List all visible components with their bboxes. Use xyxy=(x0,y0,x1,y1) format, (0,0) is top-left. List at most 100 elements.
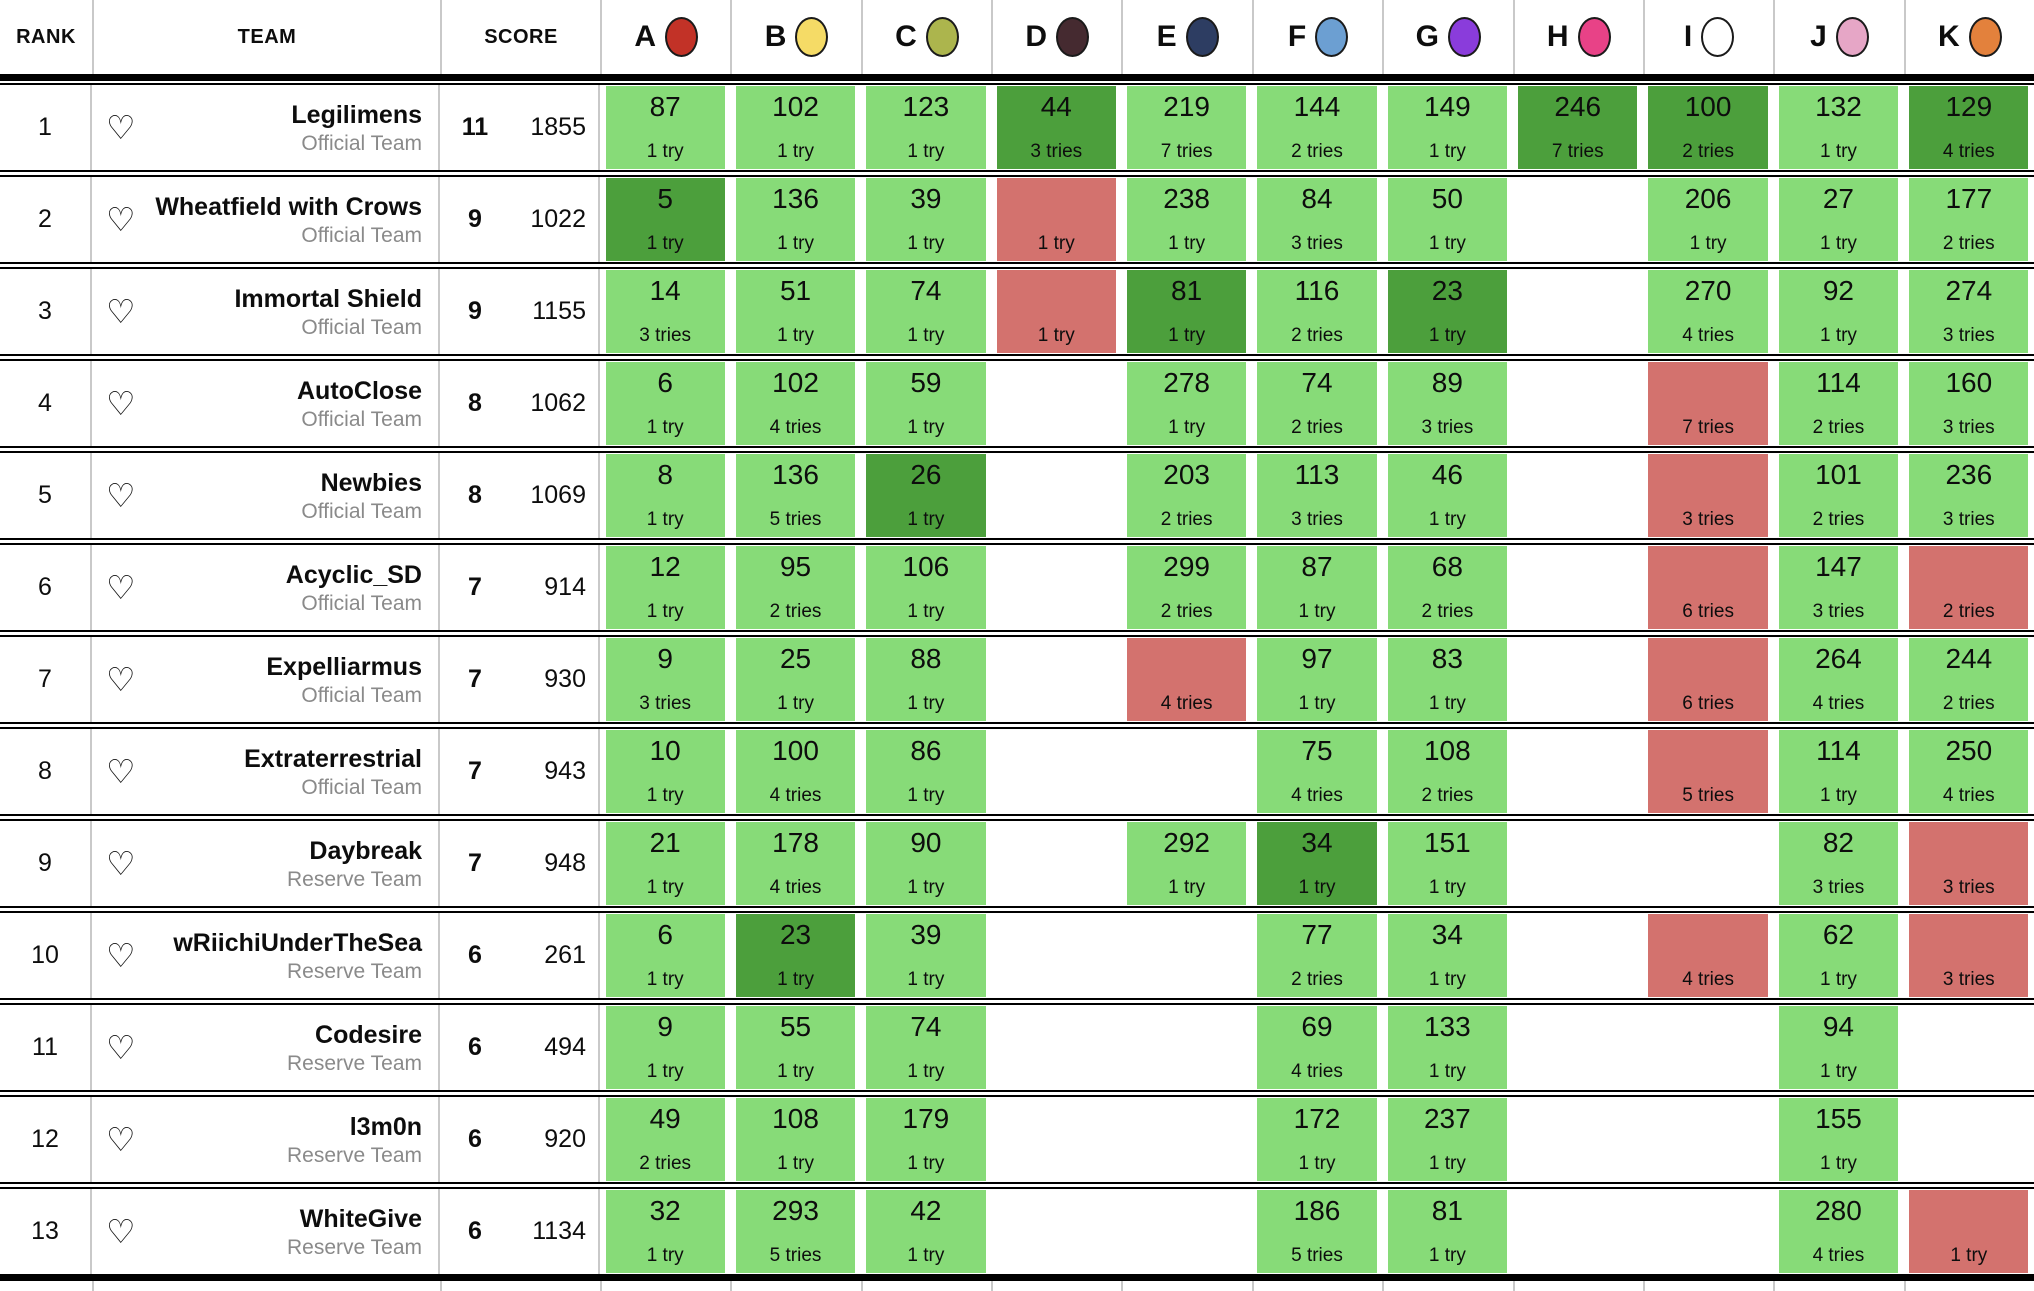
favorite-heart-icon[interactable]: ♡ xyxy=(106,292,136,331)
solved-count: 7 xyxy=(468,573,482,601)
try-count: 1 try xyxy=(646,141,684,163)
team-cell: ♡ Immortal Shield Official Team xyxy=(92,269,440,354)
problem-cell-A: 6 1 try xyxy=(600,361,730,446)
problem-cell-E: 299 2 tries xyxy=(1121,545,1251,630)
try-count: 3 tries xyxy=(639,325,692,347)
solve-time: 292 xyxy=(1163,827,1210,858)
problem-cell-I: 5 tries xyxy=(1643,729,1773,814)
team-name: Immortal Shield xyxy=(234,284,422,313)
try-count: 1 try xyxy=(1428,325,1466,347)
try-count: 1 try xyxy=(1037,233,1075,255)
result-box-solved: 42 1 try xyxy=(866,1190,986,1273)
solved-count: 7 xyxy=(468,665,482,693)
result-box-solved: 34 1 try xyxy=(1387,914,1508,997)
result-box-solved: 86 1 try xyxy=(866,730,986,813)
favorite-heart-icon[interactable]: ♡ xyxy=(106,200,136,239)
result-box-solved: 136 1 try xyxy=(735,178,856,261)
team-category: Reserve Team xyxy=(286,868,422,892)
problem-cell-E: 219 7 tries xyxy=(1121,85,1251,170)
solve-time: 179 xyxy=(902,1103,950,1134)
problem-cell-J: 92 1 try xyxy=(1773,269,1903,354)
try-count: 3 tries xyxy=(1812,877,1865,899)
team-category: Reserve Team xyxy=(286,960,422,984)
favorite-heart-icon[interactable]: ♡ xyxy=(106,660,136,699)
favorite-heart-icon[interactable]: ♡ xyxy=(106,752,136,791)
favorite-heart-icon[interactable]: ♡ xyxy=(106,108,136,147)
result-box-solved: 94 1 try xyxy=(1778,1006,1899,1089)
favorite-heart-icon[interactable]: ♡ xyxy=(106,384,136,423)
team-category: Official Team xyxy=(301,684,422,708)
problem-cell-K: 129 4 tries xyxy=(1904,85,2034,170)
solve-time: 39 xyxy=(910,919,942,950)
problem-cell-H xyxy=(1513,269,1643,354)
favorite-heart-icon[interactable]: ♡ xyxy=(106,936,136,975)
rank-value: 4 xyxy=(0,361,92,446)
solve-time: 51 xyxy=(779,275,812,306)
result-box-solved: 160 3 tries xyxy=(1909,362,2029,445)
try-count: 3 tries xyxy=(639,693,692,715)
solve-time: 46 xyxy=(1431,459,1463,490)
problem-cell-A: 87 1 try xyxy=(600,85,730,170)
team-name-block: Legilimens Official Team xyxy=(136,99,438,157)
solve-time: 9 xyxy=(657,1011,673,1042)
problem-cell-F: 69 4 tries xyxy=(1252,1005,1382,1090)
try-count: 4 tries xyxy=(1812,693,1865,715)
solve-time xyxy=(1648,551,1767,583)
team-name: WhiteGive xyxy=(299,1204,422,1233)
solve-time: 114 xyxy=(1816,367,1861,398)
result-box-solved: 49 2 tries xyxy=(605,1098,725,1181)
solve-time: 12 xyxy=(649,551,681,582)
rank-column-header: RANK xyxy=(16,25,76,48)
result-box-first: 23 1 try xyxy=(1387,270,1508,353)
solve-time: 82 xyxy=(1822,827,1855,858)
favorite-heart-icon[interactable]: ♡ xyxy=(106,476,136,515)
try-count: 3 tries xyxy=(1030,141,1083,163)
try-count: 1 try xyxy=(1819,233,1857,255)
solve-time: 87 xyxy=(1301,551,1333,582)
result-box-first: 34 1 try xyxy=(1257,822,1377,905)
problem-cell-A: 10 1 try xyxy=(600,729,730,814)
try-count: 1 try xyxy=(907,141,945,163)
result-box-solved: 116 2 tries xyxy=(1257,270,1377,353)
team-name: Wheatfield with Crows xyxy=(155,192,422,221)
team-category: Official Team xyxy=(301,224,422,248)
problem-cell-D: 1 try xyxy=(991,177,1121,262)
favorite-heart-icon[interactable]: ♡ xyxy=(106,1120,136,1159)
try-count: 4 tries xyxy=(1812,1245,1865,1267)
problem-cell-K: 160 3 tries xyxy=(1904,361,2034,446)
favorite-heart-icon[interactable]: ♡ xyxy=(106,844,136,883)
solve-time: 50 xyxy=(1431,183,1463,214)
problem-header-I: I xyxy=(1642,0,1773,74)
favorite-heart-icon[interactable]: ♡ xyxy=(106,1028,136,1067)
problem-header-K: K xyxy=(1903,0,2034,74)
try-count: 3 tries xyxy=(1942,877,1995,899)
result-box-solved: 149 1 try xyxy=(1387,86,1508,169)
team-name-block: AutoClose Official Team xyxy=(136,375,438,433)
try-count: 1 try xyxy=(777,233,815,255)
problem-cell-A: 21 1 try xyxy=(600,821,730,906)
favorite-heart-icon[interactable]: ♡ xyxy=(106,1212,136,1251)
try-count: 1 try xyxy=(907,325,945,347)
problem-cell-I: 4 tries xyxy=(1643,913,1773,998)
result-box-failed: 2 tries xyxy=(1909,546,2029,629)
problem-cell-K: 2 tries xyxy=(1904,545,2034,630)
try-count: 3 tries xyxy=(1942,969,1995,991)
solve-time xyxy=(1648,643,1767,675)
solve-time: 74 xyxy=(910,1011,942,1042)
solve-time: 244 xyxy=(1945,643,1993,674)
problem-cell-J: 264 4 tries xyxy=(1773,637,1903,722)
try-count: 6 tries xyxy=(1682,693,1734,715)
problem-cell-I: 270 4 tries xyxy=(1643,269,1773,354)
team-row: 1 ♡ Legilimens Official Team 11 1855 87 1 try 10… xyxy=(0,83,2034,172)
try-count: 2 tries xyxy=(769,601,822,623)
result-box-solved: 236 3 tries xyxy=(1909,454,2029,537)
result-box-failed: 4 tries xyxy=(1648,914,1768,997)
solve-time: 86 xyxy=(910,735,942,766)
problem-cell-A: 6 1 try xyxy=(600,913,730,998)
solve-time: 74 xyxy=(1301,367,1333,398)
solve-time: 87 xyxy=(649,91,681,122)
solve-time: 246 xyxy=(1554,91,1602,122)
team-name: Expelliarmus xyxy=(266,652,422,681)
solve-time: 136 xyxy=(772,459,819,490)
favorite-heart-icon[interactable]: ♡ xyxy=(106,568,136,607)
